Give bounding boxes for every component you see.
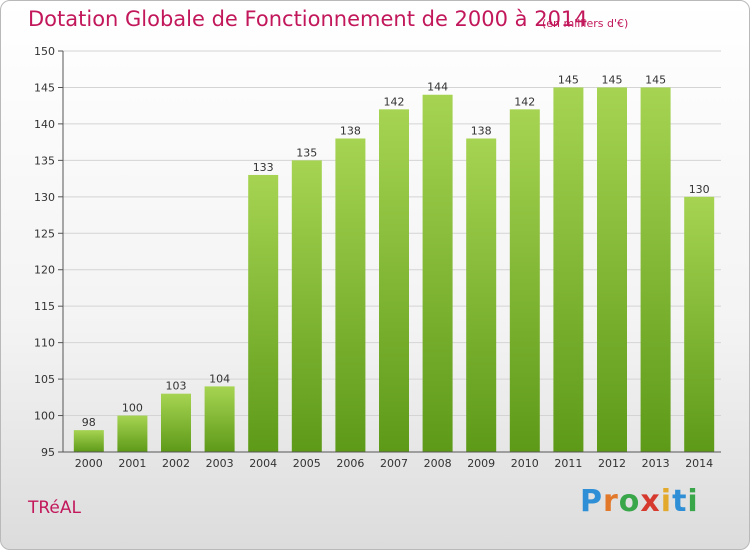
logo-letter: P [580, 484, 603, 519]
logo-letter: t [672, 484, 688, 519]
x-tick-label: 2007 [380, 457, 408, 470]
x-tick-label: 2013 [642, 457, 670, 470]
x-tick-label: 2000 [75, 457, 103, 470]
bar-value-label: 130 [689, 183, 710, 196]
chart-title: Dotation Globale de Fonctionnement de 20… [28, 7, 588, 31]
bar-2012 [597, 87, 627, 453]
x-tick-label: 2001 [118, 457, 146, 470]
y-tick-label: 150 [34, 45, 55, 58]
y-tick-label: 130 [34, 191, 55, 204]
y-tick-label: 145 [34, 81, 55, 94]
bar-value-label: 138 [471, 124, 492, 137]
bar-2002 [161, 393, 191, 452]
commune-name: TRéAL [28, 498, 81, 518]
x-tick-label: 2011 [554, 457, 582, 470]
y-tick-label: 135 [34, 154, 55, 167]
unit-note: (en milliers d'€) [542, 17, 629, 30]
bar-value-label: 145 [645, 73, 666, 86]
bar-2010 [509, 109, 540, 452]
proxiti-logo: Proxiti [580, 484, 699, 519]
bar-value-label: 135 [296, 146, 317, 159]
y-tick-label: 105 [34, 373, 55, 386]
bar-value-label: 133 [253, 161, 274, 174]
bar-value-label: 142 [514, 95, 535, 108]
x-tick-label: 2010 [511, 457, 539, 470]
bar-value-label: 145 [602, 73, 623, 86]
y-tick-label: 95 [41, 446, 55, 459]
x-tick-label: 2014 [685, 457, 713, 470]
x-axis: 2000 2001 2002 2003 2004 2005 2006 2007 2008 2009… [63, 451, 721, 470]
logo-letter: o [618, 484, 641, 519]
bar-2003 [204, 386, 235, 452]
x-tick-label: 2009 [467, 457, 495, 470]
y-tick-label: 110 [34, 337, 55, 350]
bar-value-label: 98 [82, 416, 96, 429]
bar-value-label: 144 [427, 81, 448, 94]
y-tick-label: 140 [34, 118, 55, 131]
y-axis: 95 100 105 110 115 120 125 130 135 140 145 150 [34, 45, 64, 459]
x-tick-label: 2008 [424, 457, 452, 470]
bar-value-label: 145 [558, 73, 579, 86]
bar-value-label: 142 [384, 95, 405, 108]
logo-letter: r [603, 484, 619, 519]
bar-2009 [466, 138, 497, 452]
x-tick-label: 2006 [336, 457, 364, 470]
bar-2011 [553, 87, 584, 453]
x-tick-label: 2005 [293, 457, 321, 470]
x-tick-label: 2003 [206, 457, 234, 470]
bar-value-label: 138 [340, 124, 361, 137]
bar-2006 [335, 138, 366, 452]
bar-2001 [117, 415, 148, 452]
bar-2014 [684, 196, 715, 452]
bar-2005 [291, 160, 322, 452]
bar-value-label: 103 [166, 380, 187, 393]
bar-2013 [640, 87, 671, 453]
bar-value-label: 100 [122, 402, 143, 415]
logo-letter: i [660, 484, 673, 519]
bar-value-label: 104 [209, 372, 230, 385]
bars: 98 100 103 104 133 135 138 142 144 138 142 145 145 14… [73, 73, 715, 453]
logo-letter: i [687, 484, 699, 519]
x-tick-label: 2012 [598, 457, 626, 470]
x-tick-label: 2004 [249, 457, 277, 470]
y-tick-label: 100 [34, 410, 55, 423]
y-tick-label: 120 [34, 264, 55, 277]
y-tick-label: 115 [34, 300, 55, 313]
bar-2000 [73, 430, 104, 452]
logo-letter: x [640, 484, 661, 519]
bar-2007 [379, 109, 409, 452]
x-tick-label: 2002 [162, 457, 190, 470]
bar-2008 [422, 94, 453, 452]
y-tick-label: 125 [34, 227, 55, 240]
bar-2004 [248, 174, 279, 453]
